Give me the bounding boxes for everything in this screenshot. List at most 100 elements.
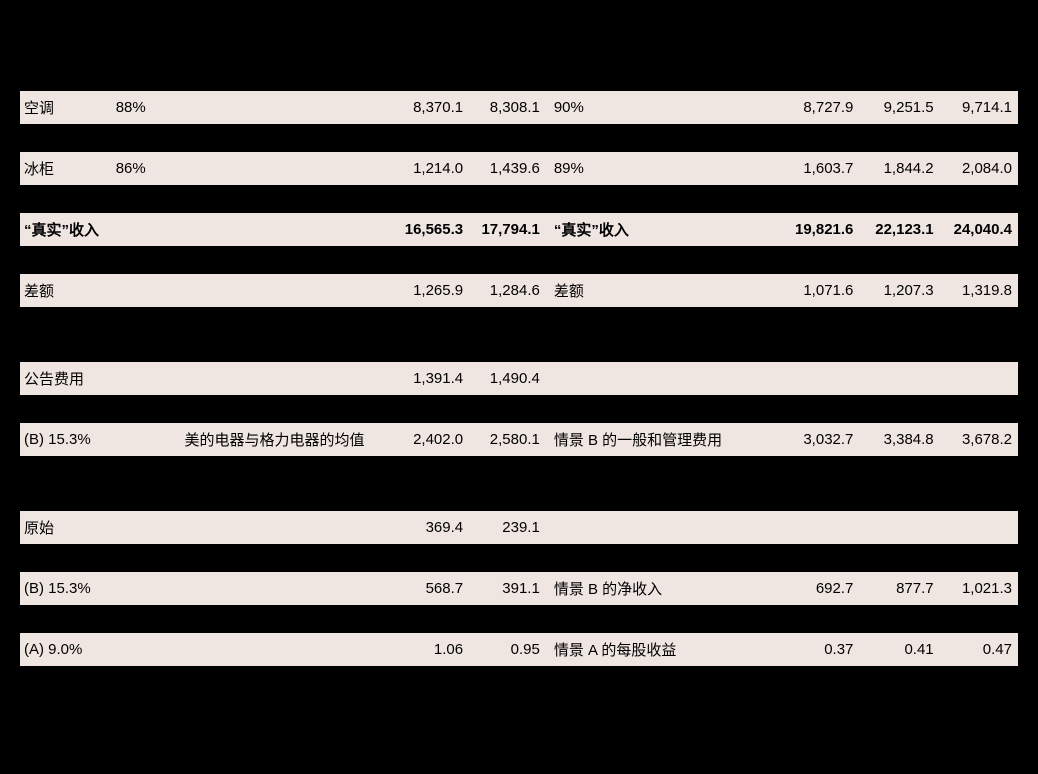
cell: 1,021.3 <box>938 572 1018 606</box>
spacer-row <box>20 606 1018 633</box>
cell: 空调 <box>20 91 112 125</box>
cell: 0.41 <box>857 633 937 667</box>
cell: 88% <box>112 91 181 125</box>
cell: 8,308.1 <box>467 91 548 125</box>
cell: 8,370.1 <box>387 91 467 125</box>
cell: (A) 9.0% <box>20 633 112 667</box>
cell: 情景 B 的一般和管理费用 <box>548 423 777 457</box>
table-row: 原始 369.4239.1 <box>20 511 1018 545</box>
cell <box>181 572 387 606</box>
table-row: “真实”收入16,565.317,794.1“真实”收入19,821.622,1… <box>20 213 1018 247</box>
table-row: (A) 9.0% 1.060.95情景 A 的每股收益0.370.410.47 <box>20 633 1018 667</box>
table-row: (B) 15.3% 568.7391.1情景 B 的净收入692.7877.71,… <box>20 572 1018 606</box>
cell: 情景 A 的每股收益 <box>548 633 777 667</box>
cell: 1,439.6 <box>467 152 548 186</box>
cell: 1,071.6 <box>777 274 857 308</box>
cell <box>181 362 387 396</box>
cell: (B) 15.3% <box>20 572 112 606</box>
cell: “真实”收入 <box>20 213 112 247</box>
cell: 8,727.9 <box>777 91 857 125</box>
cell: 1,207.3 <box>857 274 937 308</box>
cell: 差额 <box>548 274 777 308</box>
cell <box>112 633 181 667</box>
cell: 1,284.6 <box>467 274 548 308</box>
cell: (B) 15.3% <box>20 423 112 457</box>
cell: 1,844.2 <box>857 152 937 186</box>
cell <box>548 362 777 396</box>
cell <box>857 362 937 396</box>
spacer-row <box>20 545 1018 572</box>
cell: 692.7 <box>777 572 857 606</box>
cell: 9,714.1 <box>938 91 1018 125</box>
spacer-row <box>20 125 1018 152</box>
cell: 24,040.4 <box>938 213 1018 247</box>
cell: 90% <box>548 91 777 125</box>
cell: 冰柜 <box>20 152 112 186</box>
cell: 美的电器与格力电器的均值 <box>181 423 387 457</box>
spacer-row <box>20 247 1018 274</box>
cell: 0.37 <box>777 633 857 667</box>
cell <box>181 633 387 667</box>
cell: 1,214.0 <box>387 152 467 186</box>
cell: 3,032.7 <box>777 423 857 457</box>
cell: 1,319.8 <box>938 274 1018 308</box>
cell: 2,580.1 <box>467 423 548 457</box>
cell <box>112 423 181 457</box>
cell: 1,603.7 <box>777 152 857 186</box>
cell <box>938 511 1018 545</box>
table-row: (B) 15.3% 美的电器与格力电器的均值2,402.02,580.1情景 B … <box>20 423 1018 457</box>
cell <box>181 152 387 186</box>
cell: 391.1 <box>467 572 548 606</box>
cell: 2,402.0 <box>387 423 467 457</box>
cell: 情景 B 的净收入 <box>548 572 777 606</box>
cell: 877.7 <box>857 572 937 606</box>
cell <box>112 213 181 247</box>
cell <box>938 362 1018 396</box>
cell <box>112 274 181 308</box>
cell: 239.1 <box>467 511 548 545</box>
cell: 0.47 <box>938 633 1018 667</box>
cell <box>857 511 937 545</box>
cell <box>181 511 387 545</box>
cell: 差额 <box>20 274 112 308</box>
financial-table: 空调88% 8,370.18,308.190%8,727.99,251.59,71… <box>20 90 1018 667</box>
cell <box>112 572 181 606</box>
cell: 3,384.8 <box>857 423 937 457</box>
cell <box>777 362 857 396</box>
cell: 1.06 <box>387 633 467 667</box>
table-row: 冰柜86% 1,214.01,439.689%1,603.71,844.22,08… <box>20 152 1018 186</box>
spacer-row <box>20 396 1018 423</box>
cell <box>548 511 777 545</box>
data-table: 空调88% 8,370.18,308.190%8,727.99,251.59,71… <box>20 90 1018 667</box>
cell: 9,251.5 <box>857 91 937 125</box>
spacer-row <box>20 308 1018 362</box>
cell: “真实”收入 <box>548 213 777 247</box>
table-row: 差额1,265.91,284.6差额1,071.61,207.31,319.8 <box>20 274 1018 308</box>
cell: 1,490.4 <box>467 362 548 396</box>
cell <box>112 362 181 396</box>
cell: 0.95 <box>467 633 548 667</box>
cell <box>777 511 857 545</box>
cell: 原始 <box>20 511 112 545</box>
cell: 17,794.1 <box>467 213 548 247</box>
cell: 568.7 <box>387 572 467 606</box>
cell: 2,084.0 <box>938 152 1018 186</box>
cell: 16,565.3 <box>387 213 467 247</box>
cell: 公告费用 <box>20 362 112 396</box>
spacer-row <box>20 457 1018 511</box>
cell: 369.4 <box>387 511 467 545</box>
table-row: 公告费用 1,391.41,490.4 <box>20 362 1018 396</box>
cell: 3,678.2 <box>938 423 1018 457</box>
cell <box>181 274 387 308</box>
spacer-row <box>20 186 1018 213</box>
cell <box>181 213 387 247</box>
cell: 89% <box>548 152 777 186</box>
cell: 19,821.6 <box>777 213 857 247</box>
cell: 22,123.1 <box>857 213 937 247</box>
cell <box>112 511 181 545</box>
cell: 86% <box>112 152 181 186</box>
cell: 1,391.4 <box>387 362 467 396</box>
cell: 1,265.9 <box>387 274 467 308</box>
cell <box>181 91 387 125</box>
table-row: 空调88% 8,370.18,308.190%8,727.99,251.59,71… <box>20 91 1018 125</box>
